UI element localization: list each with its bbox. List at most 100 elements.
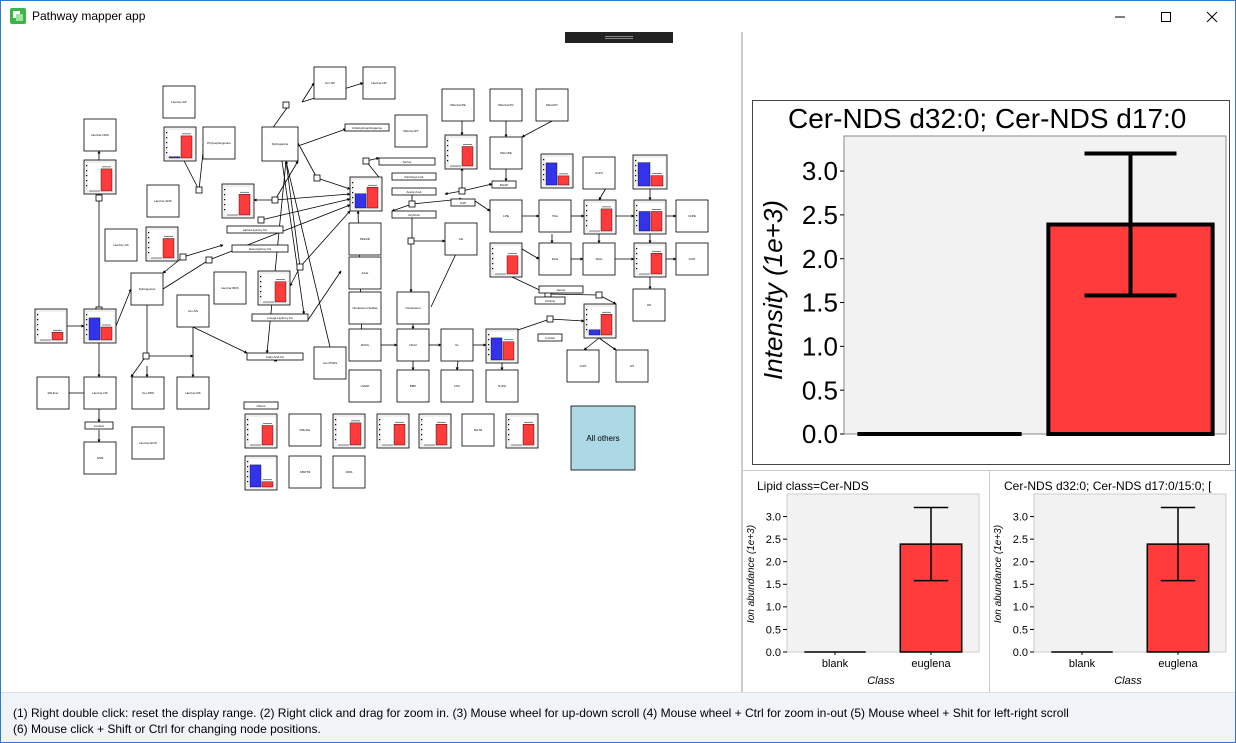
pathway-pill[interactable]: Linoleic (84, 421, 114, 430)
pathway-mini-chart[interactable] (540, 153, 574, 189)
pathway-mini-chart[interactable] (505, 413, 539, 449)
pathway-node[interactable]: OxPI (675, 242, 709, 276)
pathway-mini-chart[interactable] (583, 303, 617, 339)
pathway-mini-chart[interactable] (332, 413, 366, 449)
pathway-node[interactable]: Sphinganine (261, 126, 299, 162)
pathway-node[interactable]: NGTR (461, 413, 495, 447)
pathway-node[interactable]: PEtnDb (348, 222, 382, 256)
pathway-node[interactable]: CBOTR (288, 455, 322, 489)
vertical-splitter[interactable] (741, 32, 743, 692)
pathway-pill[interactable]: Choline (534, 296, 566, 305)
pathway-node[interactable]: HexCer-AS (104, 228, 138, 262)
pathway-mini-chart[interactable] (221, 183, 255, 219)
pathway-node[interactable]: HexCer-BDS (213, 271, 247, 305)
pathway-node[interactable]: LPI (632, 288, 666, 322)
pathway-node[interactable]: PEtnCerPT (394, 114, 428, 148)
pathway-node[interactable]: HexCer-EOS (131, 426, 165, 460)
pathway-map-pane[interactable]: Cer-NP HexCer-NP HexCer-AP PEtnCerPE PEtnCer… (1, 32, 741, 692)
pathway-node[interactable]: OxPG (485, 369, 519, 403)
close-button[interactable] (1189, 1, 1235, 32)
minimize-button[interactable] (1097, 1, 1143, 32)
pathway-node[interactable]: Cer-NS (176, 294, 210, 328)
mini-chart-tick (635, 160, 637, 162)
pathway-pill-label: beta-Hydroxy FA (249, 247, 271, 251)
splitter-handle[interactable] (565, 32, 673, 43)
pathway-node[interactable]: MAG (582, 242, 616, 276)
pathway-mini-chart[interactable] (83, 308, 117, 344)
pathway-node[interactable]: LMeIP (348, 369, 382, 403)
pathway-mini-chart[interactable] (244, 455, 278, 491)
pathway-node[interactable]: LPI (615, 349, 649, 383)
pathway-node[interactable]: OxPC (582, 156, 616, 190)
horizontal-splitter[interactable] (743, 470, 1235, 471)
pathway-node[interactable]: HexCer-AP (162, 85, 196, 119)
pathway-node[interactable]: HexCer-NS (83, 376, 117, 410)
all-others-node[interactable]: All others (570, 405, 636, 471)
pathway-mini-chart[interactable] (583, 199, 617, 235)
pathway-pill[interactable]: 3-Dehydrosphinganine (344, 123, 390, 132)
pathway-mini-chart[interactable] (632, 154, 668, 190)
pathway-node[interactable]: CL (440, 328, 474, 362)
pathway-node[interactable]: HexCer-NDS (83, 118, 117, 152)
pathway-mini-chart[interactable] (444, 134, 478, 170)
pathway-node[interactable]: Sphingosine (130, 272, 164, 306)
pathway-pill[interactable]: Acetyl-CoA (391, 187, 437, 196)
pathway-mini-chart[interactable] (485, 328, 519, 364)
chart-splitter[interactable] (989, 471, 990, 692)
pathway-pill[interactable]: G3P (450, 198, 476, 207)
pathway-node[interactable]: PEtnrPE (489, 136, 523, 170)
pathway-node[interactable]: ACar (348, 256, 382, 290)
pathway-node[interactable]: OxPI (566, 349, 600, 383)
pathway-node[interactable]: PMeOH (288, 413, 322, 447)
pathway-mini-chart[interactable] (376, 413, 410, 449)
pathway-pill[interactable]: omega-Hydroxy FA (251, 313, 309, 322)
pathway-node[interactable]: Cholesterol (396, 291, 430, 325)
pathway-pill[interactable]: AcylCoA (391, 210, 437, 219)
pathway-mini-chart[interactable] (633, 242, 667, 278)
pathway-node[interactable]: Phytosphingosine (202, 126, 236, 160)
pathway-pill[interactable]: Serine (378, 157, 436, 166)
pathway-mini-chart[interactable] (418, 413, 452, 449)
pathway-mini-chart[interactable] (145, 226, 179, 262)
pathway-node[interactable]: Cer-PODS (313, 346, 347, 380)
pathway-node[interactable]: LPE (489, 199, 523, 233)
pathway-node[interactable]: PAHCer (36, 376, 70, 410)
pathway-node[interactable]: HexCer-ADS (146, 184, 180, 218)
pathway-mini-chart[interactable] (349, 176, 383, 212)
pathway-node[interactable]: TAG (538, 199, 572, 233)
pathway-pill[interactable]: DHAP (491, 180, 517, 189)
pathway-mini-chart[interactable] (34, 308, 68, 344)
pathway-mini-chart[interactable] (244, 413, 278, 449)
pathway-mini-chart[interactable] (163, 126, 197, 162)
pathway-node[interactable]: LPG (440, 369, 474, 403)
pathway-node[interactable]: HexCer-RS (176, 376, 210, 410)
pathway-node[interactable]: Cer-NP (313, 66, 347, 100)
pathway-node[interactable]: PEtnrPC (535, 88, 569, 122)
pathway-node[interactable]: PEtnCerPC (489, 88, 523, 122)
maximize-button[interactable] (1143, 1, 1189, 32)
pathway-map[interactable]: Cer-NP HexCer-NP HexCer-AP PEtnCerPE PEtnCer… (1, 32, 741, 692)
pathway-node[interactable]: DAG (538, 242, 572, 276)
pathway-mini-chart[interactable] (257, 270, 291, 306)
pathway-pill[interactable]: Others (243, 401, 279, 410)
pathway-mini-chart[interactable] (83, 159, 117, 195)
pathway-node[interactable]: Cholesterol Sulfate (348, 291, 382, 325)
pathway-pill[interactable]: Serine (538, 285, 584, 294)
pathway-node[interactable]: HexCer-NP (362, 66, 396, 100)
pathway-node[interactable]: PEtnCerPE (441, 88, 475, 122)
pathway-node[interactable]: Cer-PDS (131, 376, 165, 410)
pathway-node[interactable]: BMP (396, 369, 430, 403)
pathway-pill[interactable]: Palmitoyl-CoA (391, 172, 437, 181)
pathway-pill[interactable]: alpha-Hydroxy FA (226, 225, 284, 234)
pathway-node[interactable]: OxPE (675, 199, 709, 233)
pathway-pill[interactable]: Fatty Acid FA (246, 352, 304, 361)
pathway-node[interactable]: DMS (332, 455, 366, 489)
pathway-mini-chart[interactable] (489, 242, 523, 278)
pathway-node[interactable]: DCDs (348, 328, 382, 362)
pathway-mini-chart[interactable] (633, 199, 667, 235)
pathway-pill[interactable]: Inositol (537, 333, 563, 342)
pathway-node[interactable]: CE (444, 222, 478, 256)
pathway-node[interactable]: NGCl (396, 328, 430, 362)
pathway-node[interactable]: GM3 (83, 441, 117, 475)
pathway-pill[interactable]: beta-Hydroxy FA (231, 244, 289, 253)
